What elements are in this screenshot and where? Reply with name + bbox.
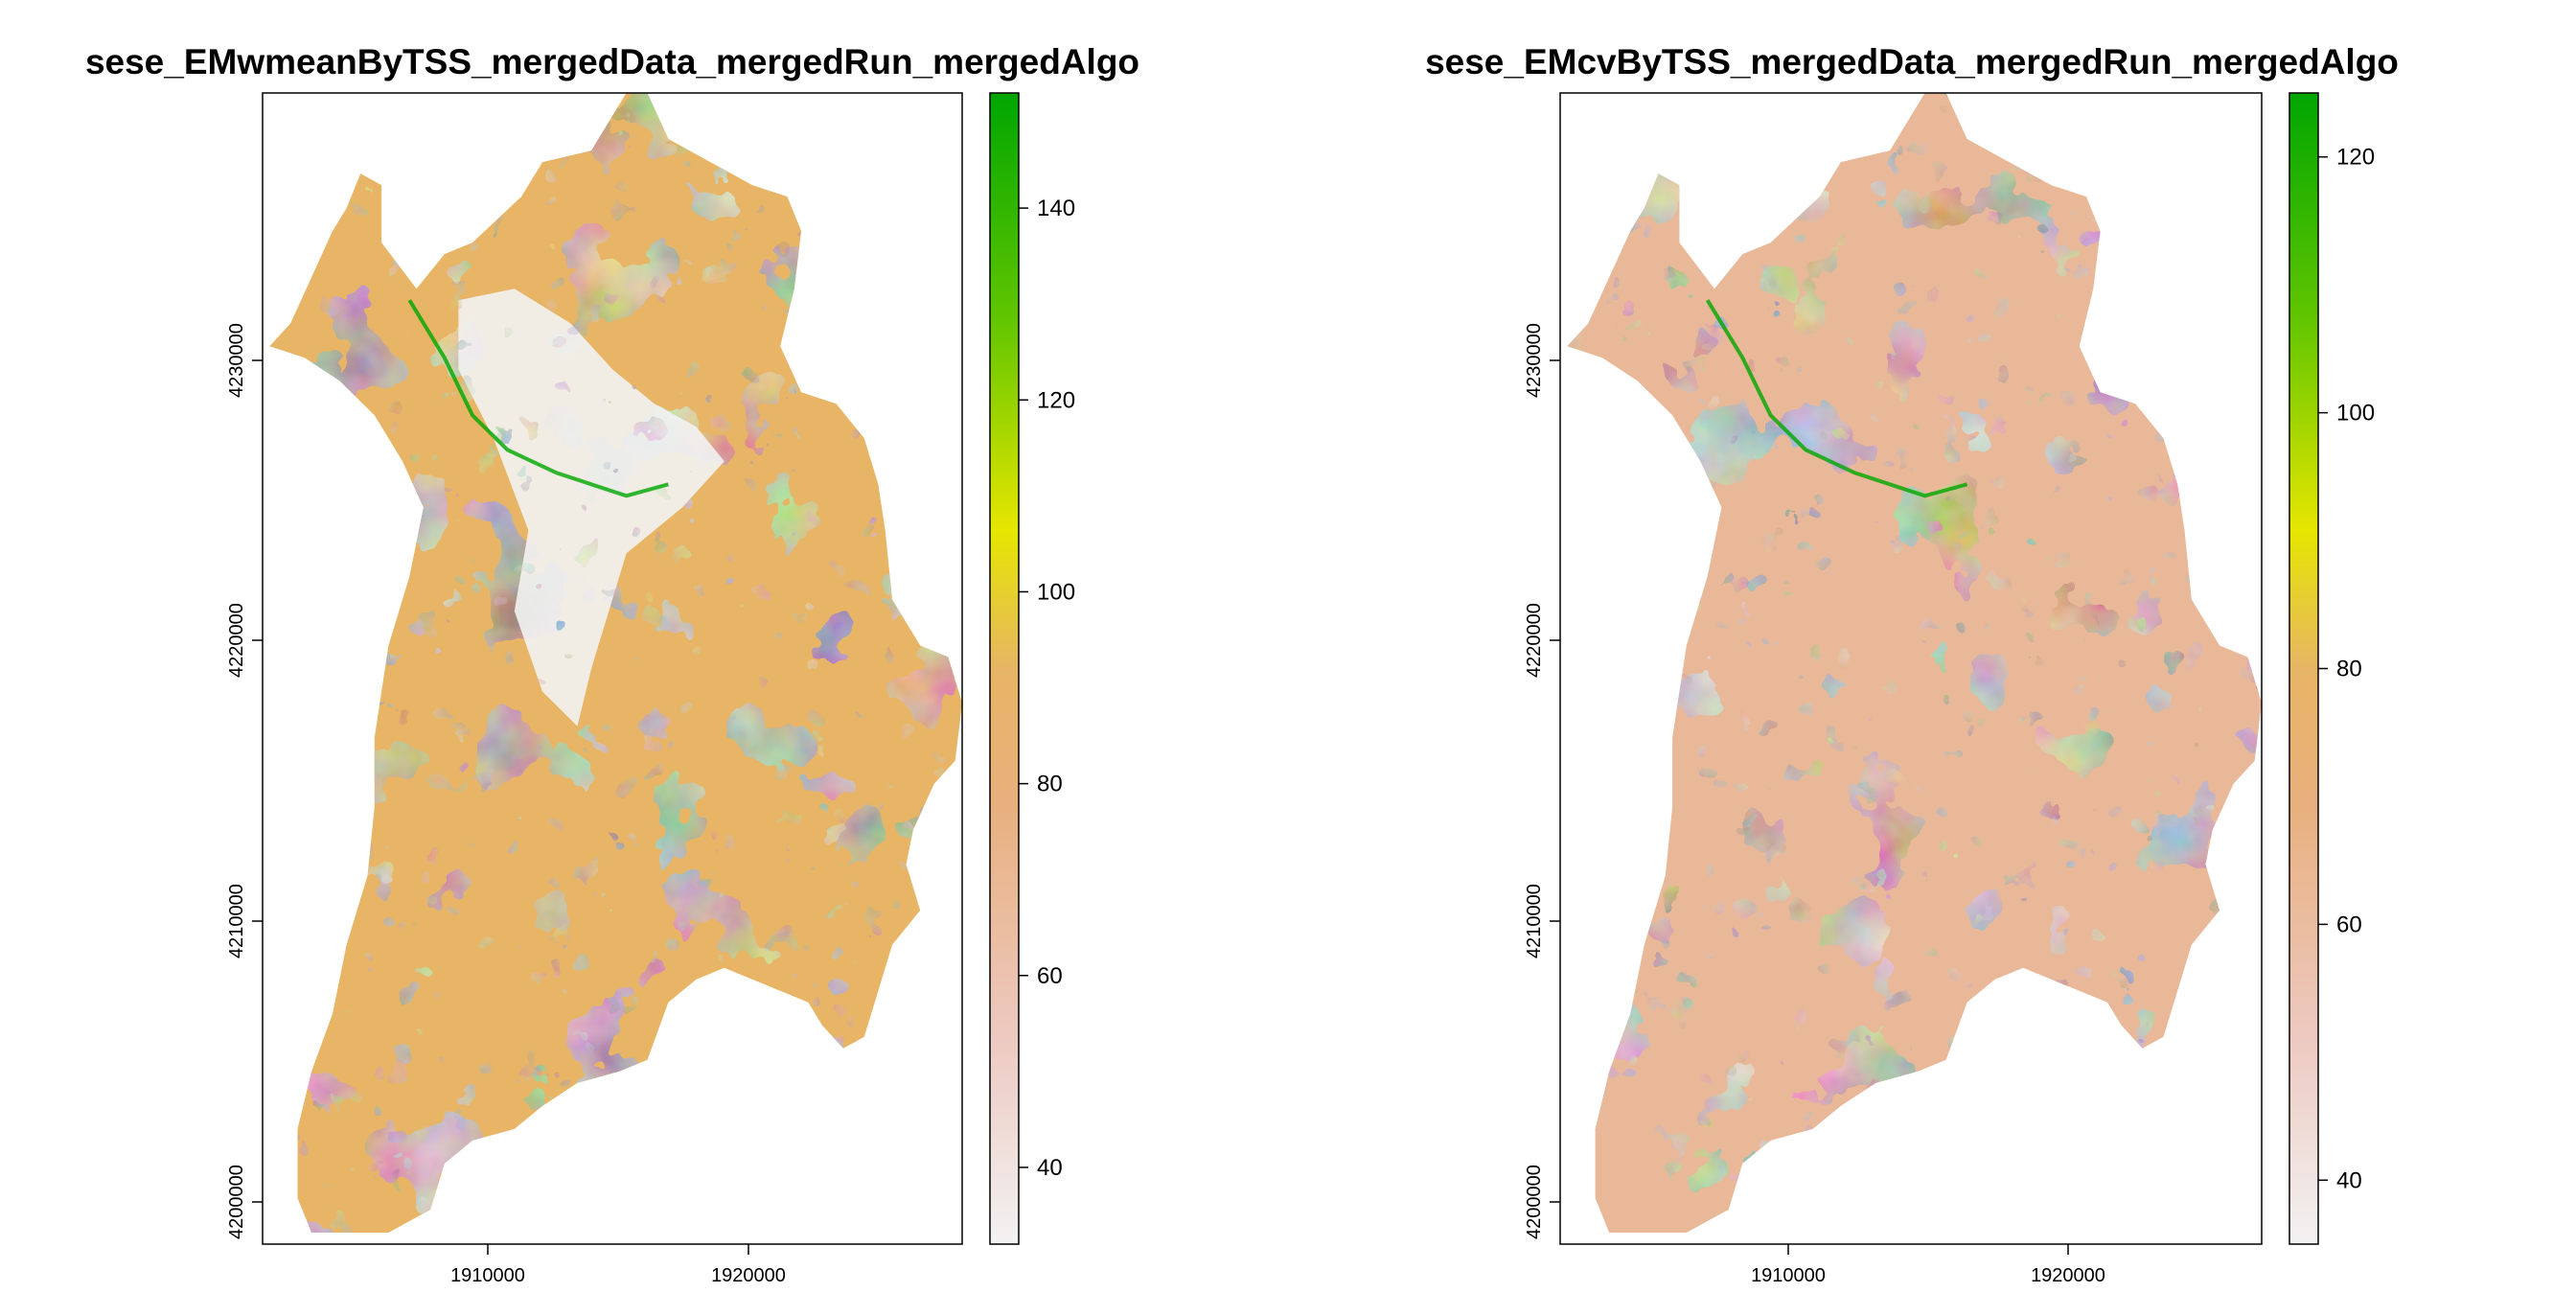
x-tick-label: 1910000 xyxy=(1751,1265,1826,1286)
legend-tick-label: 100 xyxy=(2336,401,2375,427)
raster-surface xyxy=(269,93,962,1233)
map-title: sese_EMcvByTSS_mergedData_mergedRun_merg… xyxy=(1425,42,2399,81)
x-tick-label: 1920000 xyxy=(2031,1265,2105,1286)
y-tick-label: 4220000 xyxy=(1524,603,1545,678)
plot-frame xyxy=(1559,92,2263,1245)
raster-surface xyxy=(1567,93,2262,1233)
x-tick-label: 1910000 xyxy=(450,1265,525,1286)
map-panel-2: sese_EMcvByTSS_mergedData_mergedRun_merg… xyxy=(1425,42,2399,1286)
legend-tick-label: 40 xyxy=(1037,1155,1063,1181)
legend-tick-label: 40 xyxy=(2336,1167,2362,1193)
plot-frame xyxy=(262,92,963,1245)
y-tick-label: 4210000 xyxy=(226,884,247,958)
y-tick-label: 4200000 xyxy=(226,1165,247,1239)
map-title: sese_EMwmeanByTSS_mergedData_mergedRun_m… xyxy=(85,42,1139,81)
color-legend-bar xyxy=(989,92,1020,1245)
legend-tick-label: 80 xyxy=(1037,772,1063,797)
legend-tick-label: 120 xyxy=(1037,387,1075,413)
y-tick-label: 4220000 xyxy=(226,603,247,678)
legend-tick-label: 60 xyxy=(1037,963,1063,989)
y-tick-label: 4230000 xyxy=(1524,323,1545,398)
y-tick-label: 4200000 xyxy=(1524,1165,1545,1239)
y-tick-label: 4210000 xyxy=(1524,884,1545,958)
legend-tick-label: 120 xyxy=(2336,145,2375,171)
x-tick-label: 1920000 xyxy=(711,1265,786,1286)
legend-tick-label: 100 xyxy=(1037,579,1075,605)
map-panel-1: sese_EMwmeanByTSS_mergedData_mergedRun_m… xyxy=(85,42,1139,1286)
color-legend-bar xyxy=(2288,92,2319,1245)
legend-tick-label: 80 xyxy=(2336,657,2362,682)
legend-tick-label: 60 xyxy=(2336,912,2362,937)
y-tick-label: 4230000 xyxy=(226,323,247,398)
legend-tick-label: 140 xyxy=(1037,196,1075,221)
